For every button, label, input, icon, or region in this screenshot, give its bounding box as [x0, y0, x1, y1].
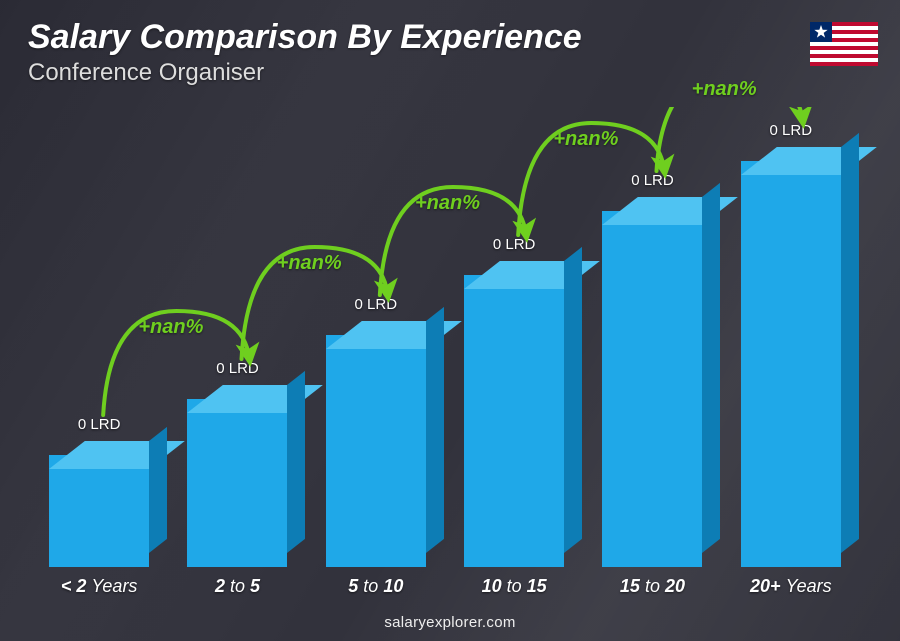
- growth-label-5: +nan%: [692, 78, 757, 101]
- chart-title: Salary Comparison By Experience: [28, 18, 582, 57]
- bar-chart: 0 LRD0 LRD0 LRD0 LRD0 LRD0 LRD < 2 Years…: [30, 87, 860, 597]
- chart-subtitle: Conference Organiser: [28, 59, 582, 87]
- growth-label-2: +nan%: [277, 252, 342, 275]
- bar-5: 0 LRD: [732, 161, 850, 567]
- x-label-1: 2 to 5: [178, 576, 296, 597]
- bar-value-0: 0 LRD: [29, 416, 169, 433]
- watermark: salaryexplorer.com: [0, 614, 900, 631]
- bar-value-5: 0 LRD: [721, 122, 861, 139]
- title-block: Salary Comparison By Experience Conferen…: [28, 18, 582, 87]
- x-label-0: < 2 Years: [40, 576, 158, 597]
- x-label-3: 10 to 15: [455, 576, 573, 597]
- growth-label-4: +nan%: [553, 128, 618, 151]
- bar-1: 0 LRD: [178, 399, 296, 567]
- bar-value-3: 0 LRD: [444, 236, 584, 253]
- x-label-4: 15 to 20: [593, 576, 711, 597]
- bar-0: 0 LRD: [40, 455, 158, 567]
- liberia-flag-icon: [810, 22, 878, 66]
- bar-4: 0 LRD: [593, 211, 711, 567]
- bar-value-4: 0 LRD: [582, 172, 722, 189]
- x-label-5: 20+ Years: [732, 576, 850, 597]
- growth-label-3: +nan%: [415, 192, 480, 215]
- bar-value-2: 0 LRD: [306, 296, 446, 313]
- bar-3: 0 LRD: [455, 275, 573, 567]
- bar-2: 0 LRD: [317, 335, 435, 567]
- growth-label-1: +nan%: [138, 316, 203, 339]
- bar-value-1: 0 LRD: [167, 360, 307, 377]
- x-label-2: 5 to 10: [317, 576, 435, 597]
